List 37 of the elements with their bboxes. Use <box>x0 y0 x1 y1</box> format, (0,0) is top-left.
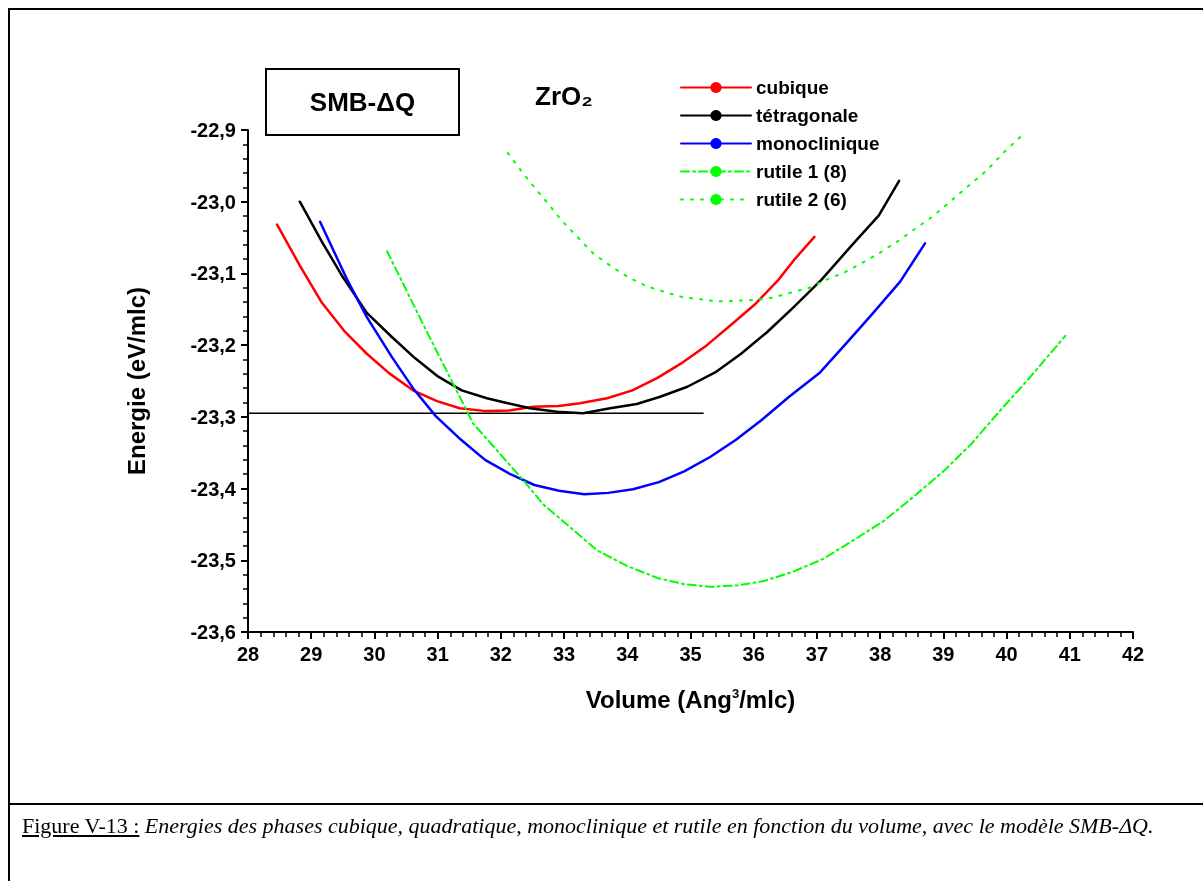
y-tick-label: -23,6 <box>190 621 236 643</box>
line-series <box>318 220 927 496</box>
legend-label: cubique <box>756 77 829 98</box>
y-tick-label: -23,0 <box>190 190 236 213</box>
label-box: SMB-ΔQ <box>265 68 460 136</box>
y-tick-label: -23,3 <box>190 405 236 428</box>
line-series <box>386 250 1067 588</box>
x-tick-label: 33 <box>552 643 576 665</box>
x-tick-label: 29 <box>300 643 323 665</box>
x-tick-label: 37 <box>805 643 829 665</box>
legend-label: rutile 2 (6) <box>756 189 847 210</box>
y-axis-title: Energie (eV/mlc) <box>122 286 150 476</box>
x-tick-label: 31 <box>426 643 449 665</box>
x-tick-label: 30 <box>363 643 386 665</box>
x-tick-label: 28 <box>236 643 260 665</box>
x-tick-label: 41 <box>1058 643 1081 665</box>
x-tick-label: 42 <box>1121 643 1145 665</box>
text: Figure V-13 : <box>22 813 140 838</box>
chart-title: ZrO₂ <box>535 81 593 111</box>
x-tick-label: 40 <box>995 643 1018 665</box>
y-tick-label: -23,1 <box>190 262 236 285</box>
legend-label: monoclinique <box>756 133 880 154</box>
x-tick-label: 39 <box>932 643 955 665</box>
x-tick-label: 34 <box>616 643 640 665</box>
y-tick-label: -22,9 <box>190 119 236 141</box>
x-tick-label: 36 <box>742 643 765 665</box>
line-series <box>506 134 1024 303</box>
y-tick-label: -23,5 <box>190 549 236 572</box>
legend-label: rutile 1 (8) <box>756 161 847 182</box>
legend-label: tétragonale <box>756 105 859 126</box>
y-tick-label: -23,4 <box>190 477 237 500</box>
y-tick-label: -23,2 <box>190 334 236 357</box>
line-series <box>275 223 816 413</box>
x-tick-label: 35 <box>679 643 702 665</box>
text: Energies des phases cubique, quadratique, monoclinique et rutile en fonction du volume, avec le modèle SMB-ΔQ. <box>144 813 1154 838</box>
x-tick-label: 38 <box>869 643 892 665</box>
x-tick-label: 32 <box>489 643 512 665</box>
